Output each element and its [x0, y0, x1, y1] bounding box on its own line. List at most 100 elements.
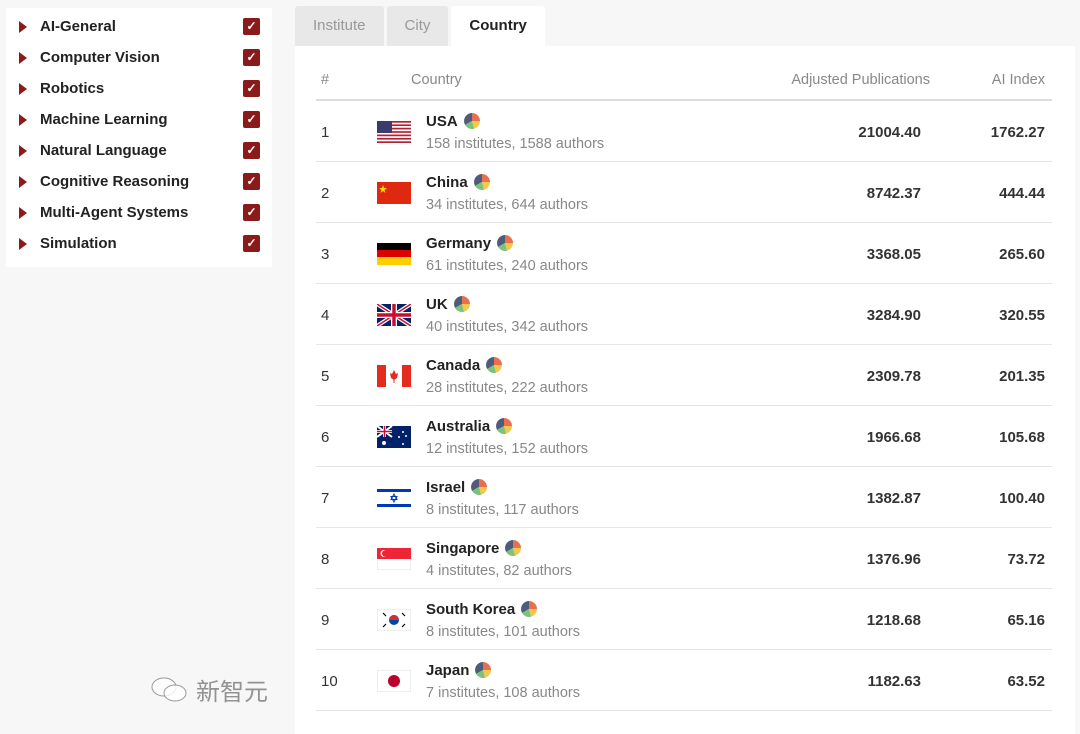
pie-chart-icon[interactable] — [485, 356, 503, 374]
watermark-logo: 新智元 — [150, 672, 268, 707]
checkbox-checked-icon[interactable]: ✓ — [243, 18, 260, 35]
caret-right-icon[interactable] — [19, 206, 27, 219]
flag-ca-icon — [377, 365, 411, 387]
category-label: AI-General — [40, 18, 116, 35]
category-item[interactable]: Machine Learning ✓ — [6, 104, 272, 135]
checkbox-checked-icon[interactable]: ✓ — [243, 235, 260, 252]
category-item[interactable]: Cognitive Reasoning ✓ — [6, 166, 272, 197]
ai-index: 105.68 — [999, 429, 1045, 446]
country-name[interactable]: South Korea — [426, 600, 516, 618]
ai-index: 100.40 — [999, 490, 1045, 507]
country-stats: 61 institutes, 240 authors — [426, 258, 589, 274]
category-item[interactable]: Simulation ✓ — [6, 228, 272, 259]
checkbox-checked-icon[interactable]: ✓ — [243, 173, 260, 190]
col-country[interactable]: Country — [411, 72, 462, 88]
category-label: Cognitive Reasoning — [40, 173, 190, 190]
pie-chart-icon[interactable] — [504, 539, 522, 557]
pie-chart-icon[interactable] — [473, 173, 491, 191]
table-row[interactable]: 8 Singapore 4 institutes, 82 authors 137… — [316, 528, 1052, 589]
category-item[interactable]: Natural Language ✓ — [6, 135, 272, 166]
table-row[interactable]: 5 Canada 28 institutes, 222 authors 2309… — [316, 345, 1052, 406]
pie-chart-icon[interactable] — [495, 417, 513, 435]
adjusted-publications: 3368.05 — [866, 246, 921, 263]
category-item[interactable]: Multi-Agent Systems ✓ — [6, 197, 272, 228]
pie-chart-icon[interactable] — [474, 661, 492, 679]
category-label: Simulation — [40, 235, 117, 252]
rank: 1 — [321, 124, 330, 141]
adjusted-publications: 8742.37 — [866, 185, 921, 202]
checkbox-checked-icon[interactable]: ✓ — [243, 204, 260, 221]
table-row[interactable]: 4 UK 40 institutes, 342 authors 3284.90 … — [316, 284, 1052, 345]
country-name[interactable]: UK — [426, 295, 448, 313]
rank: 10 — [321, 673, 338, 690]
flag-cn-icon — [377, 182, 411, 204]
category-item[interactable]: AI-General ✓ — [6, 11, 272, 42]
caret-right-icon[interactable] — [19, 144, 27, 157]
country-stats: 4 institutes, 82 authors — [426, 563, 572, 579]
checkbox-checked-icon[interactable]: ✓ — [243, 142, 260, 159]
flag-kr-icon — [377, 609, 411, 631]
ai-index: 73.72 — [1007, 551, 1045, 568]
country-name[interactable]: Singapore — [426, 539, 500, 557]
tab-institute[interactable]: Institute — [295, 6, 384, 46]
table-row[interactable]: 7 Israel 8 institutes, 117 authors 1382.… — [316, 467, 1052, 528]
checkbox-checked-icon[interactable]: ✓ — [243, 80, 260, 97]
country-stats: 158 institutes, 1588 authors — [426, 136, 605, 152]
category-item[interactable]: Computer Vision ✓ — [6, 42, 272, 73]
col-ai-index[interactable]: AI Index — [991, 72, 1045, 88]
flag-sg-icon — [377, 548, 411, 570]
table-row[interactable]: 6 Australia 12 institutes, 152 authors 1… — [316, 406, 1052, 467]
checkbox-checked-icon[interactable]: ✓ — [243, 111, 260, 128]
rank: 4 — [321, 307, 330, 324]
rank: 7 — [321, 490, 330, 507]
category-label: Natural Language — [40, 142, 167, 159]
flag-uk-icon — [377, 304, 411, 326]
adjusted-publications: 2309.78 — [866, 368, 921, 385]
table-row[interactable]: 9 South Korea 8 institutes, 101 authors … — [316, 589, 1052, 650]
pie-chart-icon[interactable] — [520, 600, 538, 618]
table-row[interactable]: 10 Japan 7 institutes, 108 authors 1182.… — [316, 650, 1052, 711]
country-stats: 40 institutes, 342 authors — [426, 319, 589, 335]
ai-index: 63.52 — [1007, 673, 1045, 690]
table-row[interactable]: 3 Germany 61 institutes, 240 authors 336… — [316, 223, 1052, 284]
caret-right-icon[interactable] — [19, 82, 27, 95]
caret-right-icon[interactable] — [19, 51, 27, 64]
caret-right-icon[interactable] — [19, 175, 27, 188]
ai-index: 201.35 — [999, 368, 1045, 385]
ai-index: 320.55 — [999, 307, 1045, 324]
country-name[interactable]: Germany — [426, 234, 492, 252]
country-name[interactable]: Israel — [426, 478, 466, 496]
pie-chart-icon[interactable] — [463, 112, 481, 130]
col-publications[interactable]: Adjusted Publications — [791, 72, 930, 88]
tab-city[interactable]: City — [386, 6, 449, 46]
country-name[interactable]: China — [426, 173, 468, 191]
category-label: Computer Vision — [40, 49, 160, 66]
adjusted-publications: 1218.68 — [866, 612, 921, 629]
country-name[interactable]: Japan — [426, 661, 470, 679]
pie-chart-icon[interactable] — [496, 234, 514, 252]
adjusted-publications: 21004.40 — [858, 124, 921, 141]
rank: 9 — [321, 612, 330, 629]
table-row[interactable]: 2 China 34 institutes, 644 authors 8742.… — [316, 162, 1052, 223]
country-name[interactable]: USA — [426, 112, 458, 130]
category-item[interactable]: Robotics ✓ — [6, 73, 272, 104]
country-stats: 12 institutes, 152 authors — [426, 441, 589, 457]
caret-right-icon[interactable] — [19, 20, 27, 33]
tab-country[interactable]: Country — [451, 6, 545, 47]
caret-right-icon[interactable] — [19, 113, 27, 126]
country-name[interactable]: Australia — [426, 417, 491, 435]
table-row[interactable]: 1 USA 158 institutes, 1588 authors 21004… — [316, 101, 1052, 162]
country-stats: 34 institutes, 644 authors — [426, 197, 589, 213]
flag-au-icon — [377, 426, 411, 448]
country-stats: 7 institutes, 108 authors — [426, 685, 580, 701]
caret-right-icon[interactable] — [19, 237, 27, 250]
pie-chart-icon[interactable] — [470, 478, 488, 496]
pie-chart-icon[interactable] — [453, 295, 471, 313]
country-name[interactable]: Canada — [426, 356, 481, 374]
col-rank[interactable]: # — [321, 72, 330, 88]
rank: 5 — [321, 368, 330, 385]
category-label: Robotics — [40, 80, 105, 97]
adjusted-publications: 1966.68 — [866, 429, 921, 446]
checkbox-checked-icon[interactable]: ✓ — [243, 49, 260, 66]
watermark-text: 新智元 — [196, 678, 268, 706]
